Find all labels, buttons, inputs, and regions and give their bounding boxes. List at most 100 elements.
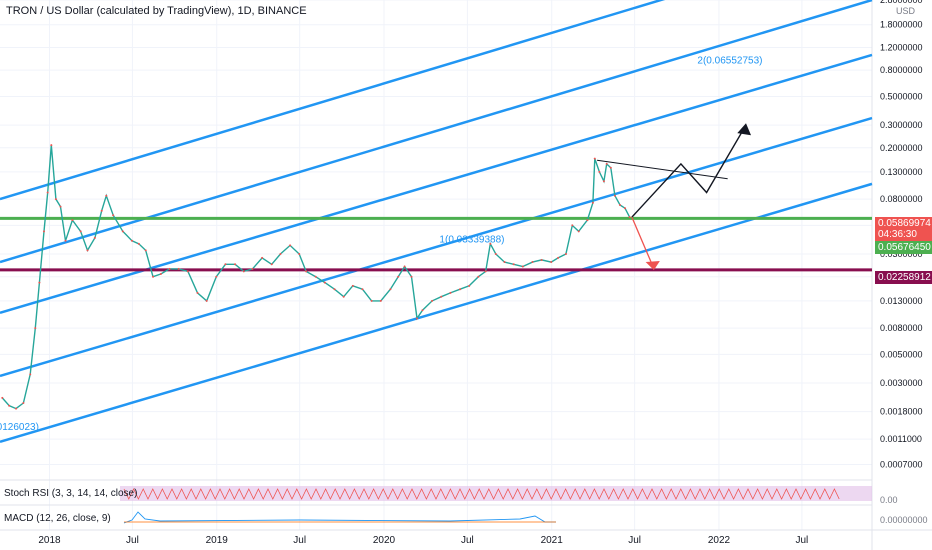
price-point — [571, 224, 574, 227]
price-point — [112, 214, 115, 217]
x-tick-label: 2021 — [541, 535, 564, 546]
price-point — [251, 267, 254, 270]
price-point — [168, 267, 171, 270]
price-point — [137, 242, 140, 245]
y-tick-label: 0.0018000 — [880, 407, 923, 417]
y-tick-label: 0.5000000 — [880, 91, 923, 101]
y-tick-label: 1.8000000 — [880, 20, 923, 30]
price-point — [449, 291, 452, 294]
price-point — [186, 270, 189, 273]
price-point — [489, 242, 492, 245]
price-point — [279, 253, 282, 256]
price-point — [459, 288, 462, 291]
price-point — [105, 194, 108, 197]
y-tick-label: 0.0130000 — [880, 296, 923, 306]
stoch-rsi-line — [123, 488, 840, 500]
price-point — [100, 209, 103, 212]
price-point — [468, 284, 471, 287]
price-point — [224, 263, 227, 266]
x-tick-label: Jul — [126, 535, 139, 546]
price-point — [59, 205, 62, 208]
price-point — [618, 204, 621, 207]
price-point — [314, 275, 317, 278]
price-point — [205, 299, 208, 302]
macd-label[interactable]: MACD (12, 26, close, 9) — [4, 513, 111, 524]
price-point — [42, 230, 45, 233]
price-point — [484, 270, 487, 273]
x-tick-label: Jul — [628, 535, 641, 546]
price-point — [602, 180, 605, 183]
price-point — [144, 249, 147, 252]
price-point — [93, 236, 96, 239]
fib-level-label: 2(0.06552753) — [697, 56, 762, 67]
price-point — [609, 166, 612, 169]
price-point — [624, 207, 627, 210]
x-tick-label: 2022 — [708, 535, 731, 546]
price-point — [403, 265, 406, 268]
price-point — [494, 253, 497, 256]
price-point — [46, 191, 49, 194]
price-point — [512, 263, 515, 266]
macd-axis-value: 0.00000000 — [880, 515, 928, 525]
y-tick-label: 1.2000000 — [880, 42, 923, 52]
price-point — [415, 317, 418, 320]
price-point — [586, 219, 589, 222]
chart-title: TRON / US Dollar (calculated by TradingV… — [6, 5, 307, 17]
price-point — [261, 256, 264, 259]
price-point — [234, 263, 237, 266]
price-point — [8, 404, 11, 407]
x-tick-label: Jul — [461, 535, 474, 546]
x-tick-label: Jul — [795, 535, 808, 546]
x-tick-label: Jul — [293, 535, 306, 546]
price-point — [50, 144, 53, 147]
price-point — [370, 299, 373, 302]
bearish-projection-line — [631, 216, 654, 267]
bearish-arrow-head — [645, 260, 660, 271]
countdown-timer: 04:36:30 — [878, 229, 917, 240]
stoch-rsi-label[interactable]: Stoch RSI (3, 3, 14, 14, close) — [4, 488, 138, 499]
last-price-value: 0.05869974 — [878, 218, 931, 229]
y-tick-label: 0.2000000 — [880, 143, 923, 153]
price-point — [351, 284, 354, 287]
price-point — [477, 275, 480, 278]
y-tick-label: 0.1300000 — [880, 167, 923, 177]
price-point — [152, 275, 155, 278]
price-point — [577, 230, 580, 233]
price-point — [54, 198, 57, 201]
price-point — [593, 157, 596, 160]
price-point — [379, 299, 382, 302]
price-point — [298, 253, 301, 256]
y-tick-label: 0.0030000 — [880, 378, 923, 388]
y-tick-label: 0.0011000 — [880, 434, 922, 444]
y-tick-label: 0.0800000 — [880, 194, 923, 204]
price-point — [628, 216, 631, 219]
channel-line — [0, 53, 873, 315]
x-tick-label: 2018 — [38, 535, 61, 546]
price-point — [121, 230, 124, 233]
price-point — [531, 261, 534, 264]
price-point — [389, 288, 392, 291]
price-series-line — [1, 145, 631, 410]
bullish-arrow-head — [737, 123, 752, 136]
price-point — [550, 261, 553, 264]
stoch-rsi-axis-value: 0.00 — [880, 495, 898, 505]
price-point — [421, 309, 424, 312]
y-tick-label: 0.8000000 — [880, 65, 923, 75]
price-point — [64, 239, 67, 242]
price-point — [34, 327, 37, 330]
currency-unit: USD — [896, 6, 916, 16]
price-point — [79, 230, 82, 233]
channel-line — [0, 182, 873, 443]
price-point — [71, 219, 74, 222]
price-point — [86, 249, 89, 252]
price-point — [410, 275, 413, 278]
fib-level-label: 1(0.03339388) — [439, 234, 504, 245]
price-point — [289, 244, 292, 247]
channel-line — [0, 0, 666, 201]
price-point — [177, 267, 180, 270]
price-point — [159, 273, 162, 276]
price-point — [557, 256, 560, 259]
fib-level-label: 0(0.00126023) — [0, 422, 39, 433]
price-point — [440, 295, 443, 298]
